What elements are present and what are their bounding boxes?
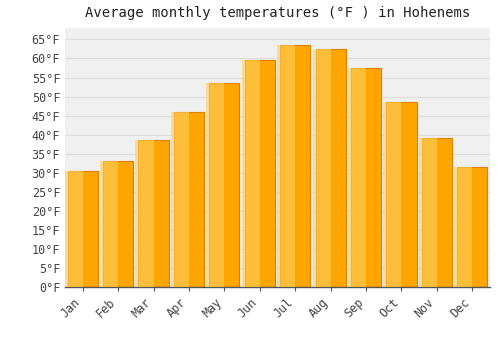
Bar	[138, 140, 168, 287]
Bar	[384, 102, 402, 287]
Bar	[351, 68, 381, 287]
Bar	[348, 68, 366, 287]
Bar	[277, 45, 295, 287]
Bar	[174, 112, 204, 287]
Bar	[386, 102, 416, 287]
Bar	[457, 167, 488, 287]
Bar	[68, 171, 98, 287]
Bar	[171, 112, 189, 287]
Bar	[136, 140, 154, 287]
Bar	[280, 45, 310, 287]
Bar	[64, 171, 82, 287]
Title: Average monthly temperatures (°F ) in Hohenems: Average monthly temperatures (°F ) in Ho…	[85, 6, 470, 20]
Bar	[244, 60, 275, 287]
Bar	[103, 161, 133, 287]
Bar	[210, 83, 240, 287]
Bar	[312, 49, 330, 287]
Bar	[422, 139, 452, 287]
Bar	[419, 139, 437, 287]
Bar	[206, 83, 224, 287]
Bar	[316, 49, 346, 287]
Bar	[242, 60, 260, 287]
Bar	[454, 167, 472, 287]
Bar	[100, 161, 118, 287]
